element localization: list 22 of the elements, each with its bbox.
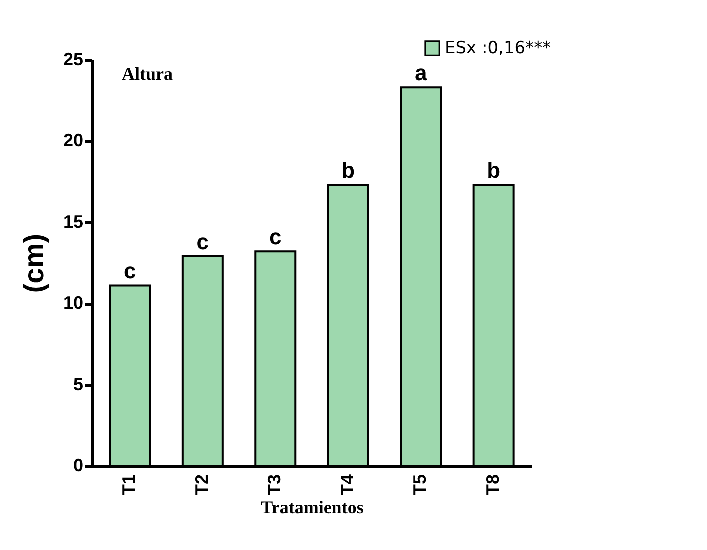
- y-axis-title: (cm): [18, 234, 50, 294]
- x-tick-label: T8: [482, 474, 503, 496]
- y-tick-label: 10: [63, 293, 84, 314]
- y-tick-label: 5: [73, 374, 84, 394]
- annotation: c: [270, 224, 282, 250]
- annotation: c: [196, 230, 210, 255]
- chart-title: Altura: [122, 64, 173, 84]
- y-tick-label: 25: [63, 50, 84, 70]
- legend-label: ESx :0,16***: [445, 38, 552, 58]
- x-tick-label: T3: [264, 474, 285, 496]
- x-tick-label: T4: [337, 474, 358, 496]
- annotation: c: [124, 258, 136, 284]
- x-tick-label: T1: [119, 474, 140, 496]
- annotation: b: [487, 158, 501, 184]
- y-tick-label: 0: [73, 456, 84, 476]
- x-tick-label: T5: [410, 474, 430, 496]
- x-axis-title: Tratamientos: [261, 498, 364, 518]
- x-tick-label: T2: [192, 474, 212, 496]
- annotation: a: [414, 60, 428, 86]
- annotation: b: [342, 158, 356, 184]
- y-tick-label: 15: [63, 212, 84, 232]
- y-tick-label: 20: [63, 130, 84, 151]
